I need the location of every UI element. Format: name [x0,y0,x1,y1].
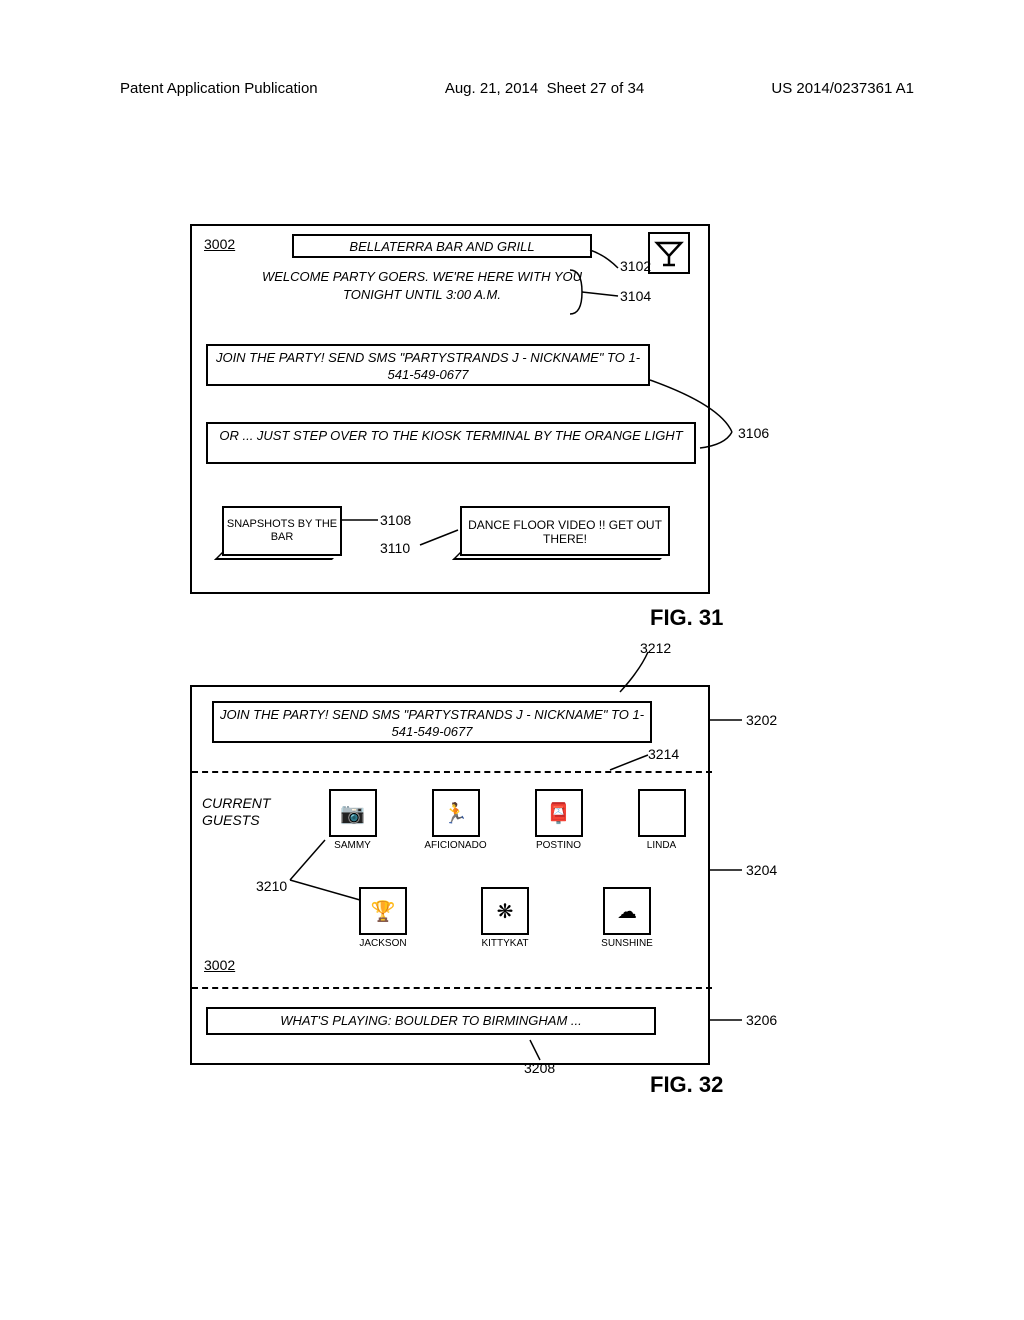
guest-name: LINDA [621,840,702,851]
fig32-frame: JOIN THE PARTY! SEND SMS "PARTYSTRANDS J… [190,685,710,1065]
join-party-box-fig32: JOIN THE PARTY! SEND SMS "PARTYSTRANDS J… [212,701,652,743]
patent-page: Patent Application Publication Aug. 21, … [0,0,1024,1320]
guest-item: 📷 SAMMY [312,789,393,851]
label-3206: 3206 [746,1012,777,1028]
avatar-icon: 📷 [329,789,377,837]
whats-playing-box: WHAT'S PLAYING: BOULDER TO BIRMINGHAM ..… [206,1007,656,1035]
guest-item: 🏃 AFICIONADO [415,789,496,851]
guest-item: LINDA [621,789,702,851]
dash-divider-top [192,771,712,773]
guest-item: ☁ SUNSHINE [586,887,668,949]
dance-floor-box: DANCE FLOOR VIDEO !! GET OUT THERE! [460,506,670,556]
label-3102: 3102 [620,258,651,274]
guest-item: 🏆 JACKSON [342,887,424,949]
welcome-text: WELCOME PARTY GOERS. WE'RE HERE WITH YOU… [252,268,592,303]
avatar-icon: 🏃 [432,789,480,837]
page-header: Patent Application Publication Aug. 21, … [0,80,1024,97]
guest-item: 📮 POSTINO [518,789,599,851]
current-guests-label: CURRENT GUESTS [202,795,302,829]
label-3212: 3212 [640,640,671,656]
martini-icon-box [648,232,690,274]
martini-icon [654,238,684,268]
header-center: Aug. 21, 2014 Sheet 27 of 34 [445,80,644,97]
label-3210: 3210 [256,878,287,894]
join-party-box-fig31: JOIN THE PARTY! SEND SMS "PARTYSTRANDS J… [206,344,650,386]
guest-name: SAMMY [312,840,393,851]
fig31-frame: 3002 BELLATERRA BAR AND GRILL WELCOME PA… [190,224,710,594]
label-3106: 3106 [738,425,769,441]
guest-name: AFICIONADO [415,840,496,851]
avatar-icon: ☁ [603,887,651,935]
label-3110: 3110 [380,540,410,556]
dash-divider-bottom [192,987,712,989]
guest-item: ❋ KITTYKAT [464,887,546,949]
guest-name: POSTINO [518,840,599,851]
header-right: US 2014/0237361 A1 [771,80,914,97]
avatar-icon: ❋ [481,887,529,935]
ref-3002-fig31: 3002 [204,236,235,252]
header-left: Patent Application Publication [120,80,318,97]
avatar-icon: 📮 [535,789,583,837]
fig32-caption: FIG. 32 [650,1072,723,1098]
snapshots-box: SNAPSHOTS BY THE BAR [222,506,342,556]
fig31-caption: FIG. 31 [650,605,723,631]
label-3204: 3204 [746,862,777,878]
guest-name: KITTYKAT [464,938,546,949]
guests-row-2: 🏆 JACKSON ❋ KITTYKAT ☁ SUNSHINE [342,887,702,949]
label-3208: 3208 [524,1060,555,1076]
or-kiosk-box: OR ... JUST STEP OVER TO THE KIOSK TERMI… [206,422,696,464]
label-3104: 3104 [620,288,651,304]
avatar-icon [638,789,686,837]
guests-row-1: 📷 SAMMY 🏃 AFICIONADO 📮 POSTINO LINDA [312,789,702,851]
avatar-icon: 🏆 [359,887,407,935]
leader-lines [0,0,1024,1320]
guest-name: JACKSON [342,938,424,949]
label-3214: 3214 [648,746,679,762]
label-3108: 3108 [380,512,411,528]
guest-name: SUNSHINE [586,938,668,949]
label-3202: 3202 [746,712,777,728]
venue-title-box: BELLATERRA BAR AND GRILL [292,234,592,258]
ref-3002-fig32: 3002 [204,957,235,973]
